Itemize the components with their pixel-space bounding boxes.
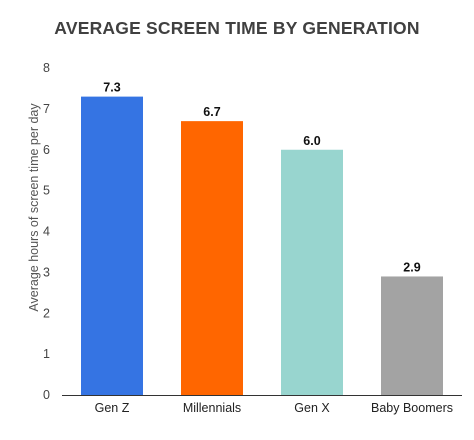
bar: [381, 276, 443, 395]
x-category-label: Gen X: [294, 401, 330, 415]
y-tick-label: 8: [43, 61, 50, 75]
y-axis-title: Average hours of screen time per day: [27, 103, 41, 312]
bar-value-label: 6.0: [303, 134, 320, 148]
y-tick-label: 3: [43, 265, 50, 279]
y-tick-label: 2: [43, 306, 50, 320]
y-tick-label: 7: [43, 102, 50, 116]
bar: [181, 121, 243, 395]
bar-value-label: 2.9: [403, 260, 420, 274]
bar: [81, 96, 143, 396]
chart-title: AVERAGE SCREEN TIME BY GENERATION: [54, 18, 420, 38]
y-tick-label: 5: [43, 184, 50, 198]
y-tick-label: 0: [43, 388, 50, 402]
y-tick-label: 6: [43, 143, 50, 157]
x-category-label: Millennials: [183, 401, 241, 415]
x-category-label: Gen Z: [95, 401, 130, 415]
x-category-label: Baby Boomers: [371, 401, 453, 415]
y-tick-label: 1: [43, 347, 50, 361]
bar-value-label: 6.7: [203, 105, 220, 119]
bar-value-label: 7.3: [103, 81, 120, 95]
y-tick-label: 4: [43, 225, 50, 239]
bar: [281, 149, 343, 395]
